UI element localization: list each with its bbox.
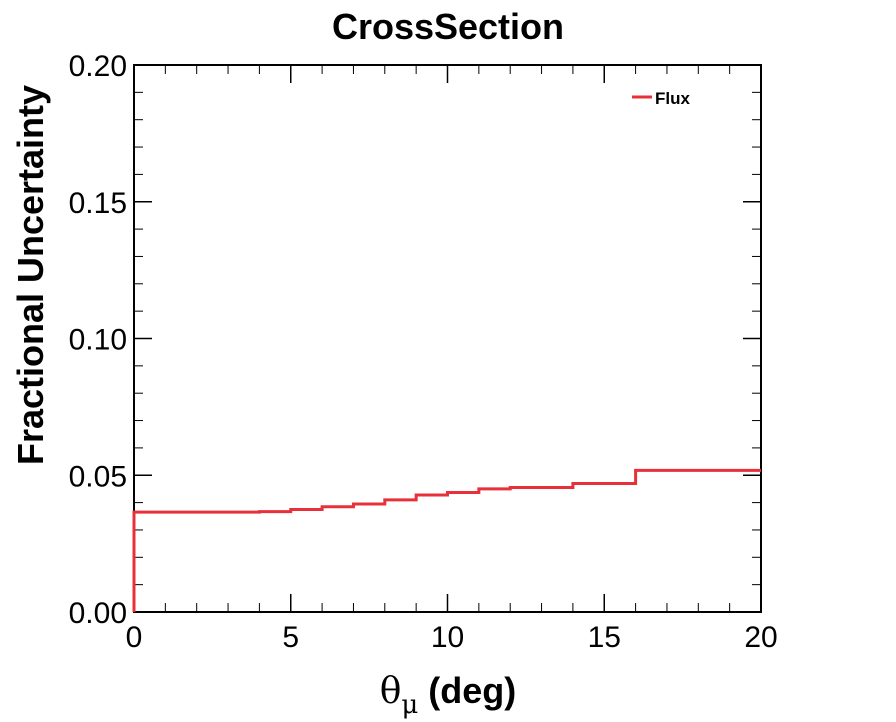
x-tick-label: 10: [431, 621, 464, 654]
x-axis-label-symbol: θ: [380, 671, 402, 712]
series-line-flux: [132, 468, 761, 612]
y-tick-label: 0.20: [69, 50, 127, 83]
x-axis-label-unit: (deg): [418, 670, 516, 711]
x-tick-label: 15: [588, 621, 621, 654]
x-tick-label: 20: [744, 621, 777, 654]
y-tick-label: 0.15: [69, 187, 127, 220]
x-axis-label: θμ (deg): [380, 670, 517, 720]
y-axis: 0.00 0.05 0.10 0.15 0.20: [69, 50, 761, 630]
x-tick-label: 0: [126, 621, 143, 654]
series-layer: [132, 468, 761, 612]
y-tick-label: 0.05: [69, 460, 127, 493]
chart-title: CrossSection: [332, 6, 564, 47]
y-tick-label: 0.10: [69, 324, 127, 357]
plot-frame: [133, 64, 762, 613]
x-axis-label-subscript: μ: [401, 690, 418, 720]
x-tick-label: 5: [282, 621, 299, 654]
legend: Flux: [632, 89, 690, 108]
legend-label-flux: Flux: [655, 89, 690, 108]
x-axis: 0 5 10 15 20: [126, 65, 778, 654]
y-axis-label: Fractional Uncertainty: [10, 85, 51, 465]
y-tick-label: 0.00: [69, 597, 127, 630]
